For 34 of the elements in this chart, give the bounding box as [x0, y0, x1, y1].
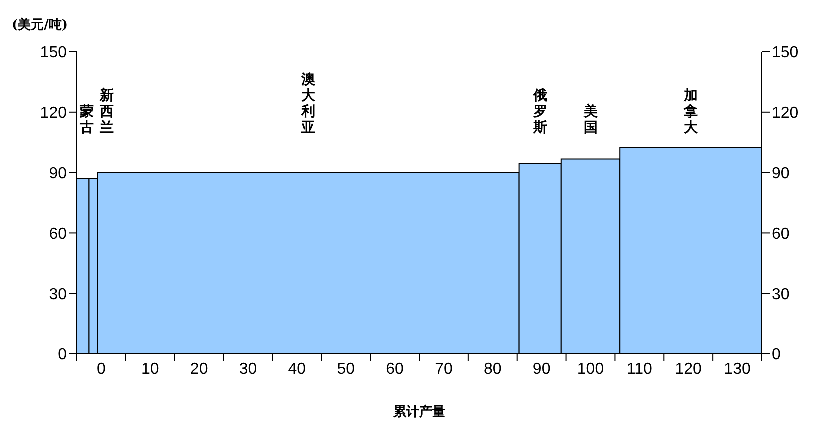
x-tick-label: 20	[190, 361, 208, 378]
annotation: 蒙古	[79, 104, 94, 136]
x-tick-label: 0	[97, 361, 106, 378]
x-tick-label: 30	[239, 361, 258, 378]
y-tick-label: 120	[40, 105, 68, 122]
y2-tick-label: 90	[772, 165, 790, 182]
y-tick-label: 0	[58, 346, 68, 364]
x-tick-label: 80	[484, 361, 502, 378]
x-tick-label: 120	[675, 361, 702, 378]
x-tick-label: 130	[724, 361, 751, 378]
y-tick-label: 90	[49, 165, 68, 182]
y-axis-title: (美元/吨)	[12, 16, 68, 34]
y-tick-label: 30	[49, 286, 68, 304]
x-tick-label: 10	[141, 361, 160, 378]
y2-tick-label: 0	[772, 346, 781, 364]
annotation: 俄罗斯	[532, 88, 548, 136]
annotation: 澳大利亚	[300, 72, 316, 136]
x-tick-label: 60	[386, 361, 404, 378]
y-tick-label: 150	[40, 44, 68, 62]
x-tick-label: 100	[577, 361, 604, 378]
y2-tick-label: 60	[772, 226, 790, 243]
y2-tick-label: 150	[772, 44, 799, 62]
x-tick-label: 90	[532, 361, 551, 378]
x-axis-title: 累计产量	[392, 404, 446, 420]
x-tick-label: 50	[337, 361, 356, 378]
annotation: 新西兰	[99, 87, 114, 136]
y2-tick-label: 30	[772, 286, 790, 304]
x-tick-label: 40	[288, 361, 306, 378]
x-tick-label: 70	[435, 361, 453, 378]
y2-tick-label: 120	[772, 105, 799, 122]
y-tick-label: 60	[49, 226, 68, 243]
annotation: 加拿大	[683, 88, 700, 136]
x-tick-label: 110	[626, 361, 653, 378]
annotation: 美国	[582, 103, 598, 136]
